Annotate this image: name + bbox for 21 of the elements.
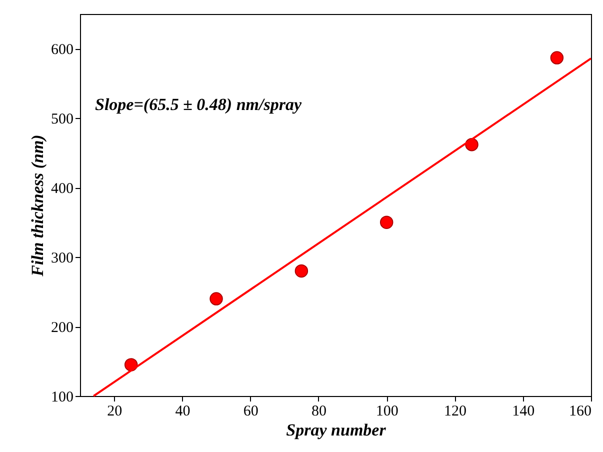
point [380, 216, 394, 229]
y-tick-label: 600 [51, 42, 74, 58]
y-tick-label: 500 [51, 112, 74, 128]
x-tick-label: 140 [512, 404, 535, 420]
x-tick-label: 100 [376, 404, 398, 420]
x-tick-label: 80 [311, 404, 326, 420]
y-tick-label: 400 [51, 181, 74, 198]
y-tick-label: 100 [51, 390, 74, 406]
x-tick-label: 60 [243, 404, 258, 420]
point [550, 51, 564, 64]
point [210, 292, 223, 306]
annotation: Slope=(65.5 ± 0.48) nm/spray [95, 95, 302, 114]
y-tick-label: 300 [51, 250, 74, 267]
x-tick-label: 40 [175, 404, 190, 420]
point [294, 264, 308, 278]
x-tick-label: 20 [107, 404, 122, 420]
y-tick-label: 200 [51, 320, 74, 336]
x-axis-title: Spray number [286, 420, 386, 440]
y-axis-title: Film thickness (nm) [28, 134, 47, 278]
x-tick-label: 160 [569, 404, 592, 420]
x-tick-label: 120 [444, 404, 466, 420]
